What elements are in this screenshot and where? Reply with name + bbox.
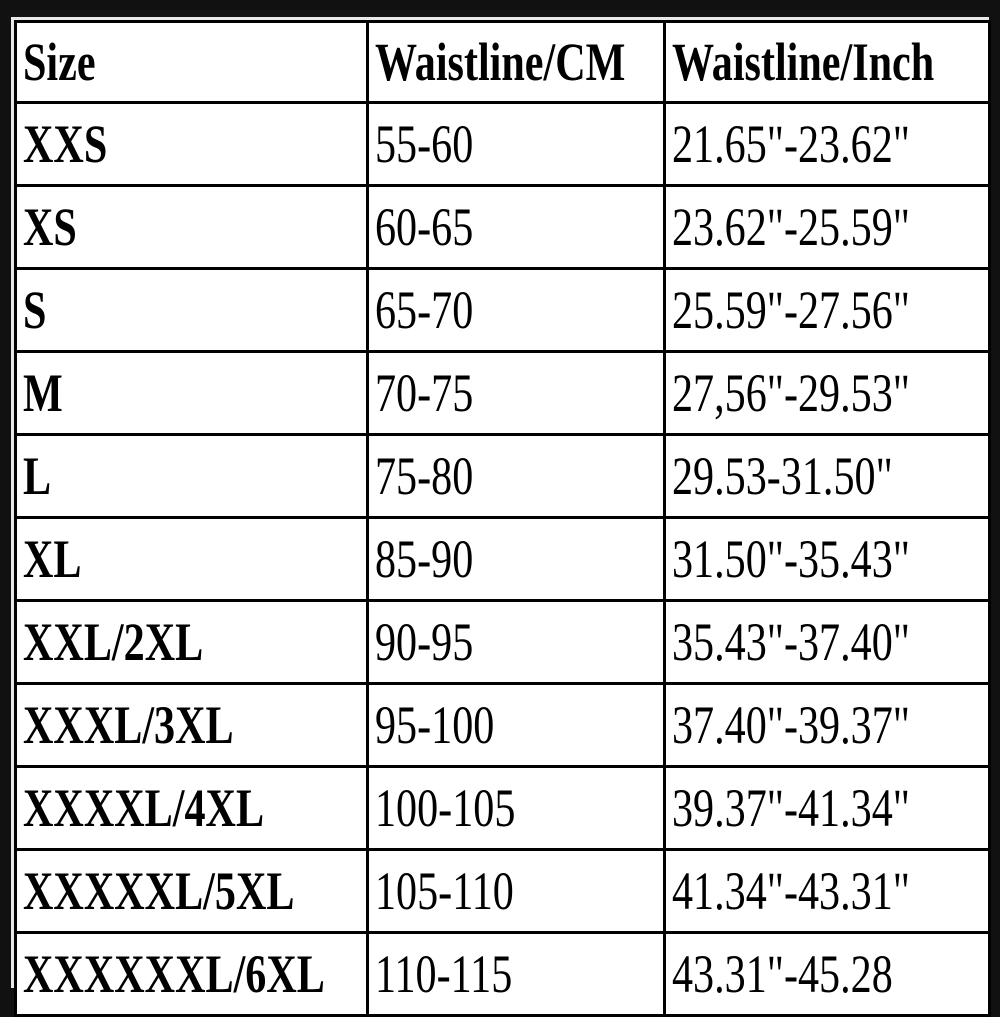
- table-row: XL 85-90 31.50"-35.43": [14, 516, 991, 602]
- table-cell: XXXXXL/5XL: [14, 848, 369, 934]
- size-cell: XXXXL/4XL: [23, 778, 265, 838]
- table-cell: 100-105: [366, 765, 666, 851]
- header-cell: Waistline/CM: [366, 20, 666, 104]
- header-cell: Size: [14, 20, 369, 104]
- waist-cm-cell: 75-80: [375, 446, 474, 506]
- table-cell: 85-90: [366, 516, 666, 602]
- waist-inch-cell: 43.31"-45.28: [672, 944, 893, 1004]
- table-row: XXXXL/4XL 100-105 39.37"-41.34": [14, 765, 991, 851]
- table-row: XXS 55-60 21.65"-23.62": [14, 101, 991, 187]
- table-cell: 37.40"-39.37": [663, 682, 991, 768]
- table-cell: XL: [14, 516, 369, 602]
- table-cell: 43.31"-45.28: [663, 931, 991, 1017]
- size-cell: M: [23, 363, 63, 423]
- waist-cm-cell: 70-75: [375, 363, 474, 423]
- size-cell: XS: [23, 197, 77, 257]
- waist-cm-cell: 55-60: [375, 114, 474, 174]
- waist-inch-cell: 25.59"-27.56": [672, 280, 910, 340]
- header-row: Size Waistline/CM Waistline/Inch: [14, 20, 991, 104]
- table-row: XS 60-65 23.62"-25.59": [14, 184, 991, 270]
- waist-cm-cell: 110-115: [375, 944, 513, 1004]
- size-cell: L: [23, 446, 52, 506]
- waist-cm-cell: 100-105: [375, 778, 516, 838]
- table-cell: M: [14, 350, 369, 436]
- table-cell: 110-115: [366, 931, 666, 1017]
- table-cell: 41.34"-43.31": [663, 848, 991, 934]
- table-row: XXL/2XL 90-95 35.43"-37.40": [14, 599, 991, 685]
- waist-cm-cell: 65-70: [375, 280, 474, 340]
- waist-cm-cell: 90-95: [375, 612, 474, 672]
- table-cell: XXXXL/4XL: [14, 765, 369, 851]
- table-cell: XXXL/3XL: [14, 682, 369, 768]
- waist-cm-cell: 60-65: [375, 197, 474, 257]
- table-cell: 55-60: [366, 101, 666, 187]
- waist-inch-cell: 27,56"-29.53": [672, 363, 910, 423]
- table-row: M 70-75 27,56"-29.53": [14, 350, 991, 436]
- table-cell: 75-80: [366, 433, 666, 519]
- waist-cm-cell: 105-110: [375, 861, 514, 921]
- size-cell: XXXXXL/5XL: [23, 861, 295, 921]
- table-cell: 105-110: [366, 848, 666, 934]
- size-cell: XXS: [23, 114, 108, 174]
- table-row: XXXXXXL/6XL 110-115 43.31"-45.28: [14, 931, 991, 1017]
- table-cell: XS: [14, 184, 369, 270]
- waist-inch-cell: 39.37"-41.34": [672, 778, 910, 838]
- table-cell: 23.62"-25.59": [663, 184, 991, 270]
- table-cell: 65-70: [366, 267, 666, 353]
- table-cell: XXS: [14, 101, 369, 187]
- waist-inch-cell: 21.65"-23.62": [672, 114, 910, 174]
- table-row: S 65-70 25.59"-27.56": [14, 267, 991, 353]
- table-cell: 27,56"-29.53": [663, 350, 991, 436]
- table-cell: 21.65"-23.62": [663, 101, 991, 187]
- table-cell: XXL/2XL: [14, 599, 369, 685]
- table-cell: 95-100: [366, 682, 666, 768]
- table-cell: 39.37"-41.34": [663, 765, 991, 851]
- size-chart-table: Size Waistline/CM Waistline/Inch XXS 55-6…: [14, 20, 991, 1017]
- header-waist-cm: Waistline/CM: [375, 32, 626, 92]
- size-cell: XXL/2XL: [23, 612, 204, 672]
- table-row: XXXL/3XL 95-100 37.40"-39.37": [14, 682, 991, 768]
- table-cell: 29.53-31.50": [663, 433, 991, 519]
- waist-cm-cell: 95-100: [375, 695, 495, 755]
- waist-cm-cell: 85-90: [375, 529, 474, 589]
- header-size: Size: [23, 32, 96, 92]
- waist-inch-cell: 37.40"-39.37": [672, 695, 910, 755]
- size-cell: XXXXXXL/6XL: [23, 944, 325, 1004]
- size-cell: XL: [23, 529, 82, 589]
- waist-inch-cell: 29.53-31.50": [672, 446, 893, 506]
- header-cell: Waistline/Inch: [663, 20, 991, 104]
- table-cell: 70-75: [366, 350, 666, 436]
- waist-inch-cell: 23.62"-25.59": [672, 197, 910, 257]
- table-row: L 75-80 29.53-31.50": [14, 433, 991, 519]
- table-cell: 31.50"-35.43": [663, 516, 991, 602]
- table-cell: 90-95: [366, 599, 666, 685]
- size-cell: S: [23, 280, 47, 340]
- table-cell: 35.43"-37.40": [663, 599, 991, 685]
- table-cell: S: [14, 267, 369, 353]
- table-cell: 60-65: [366, 184, 666, 270]
- header-waist-inch: Waistline/Inch: [672, 32, 935, 92]
- table-cell: L: [14, 433, 369, 519]
- waist-inch-cell: 35.43"-37.40": [672, 612, 910, 672]
- size-cell: XXXL/3XL: [23, 695, 234, 755]
- waist-inch-cell: 31.50"-35.43": [672, 529, 910, 589]
- table-cell: 25.59"-27.56": [663, 267, 991, 353]
- table-cell: XXXXXXL/6XL: [14, 931, 369, 1017]
- table-row: XXXXXL/5XL 105-110 41.34"-43.31": [14, 848, 991, 934]
- waist-inch-cell: 41.34"-43.31": [672, 861, 910, 921]
